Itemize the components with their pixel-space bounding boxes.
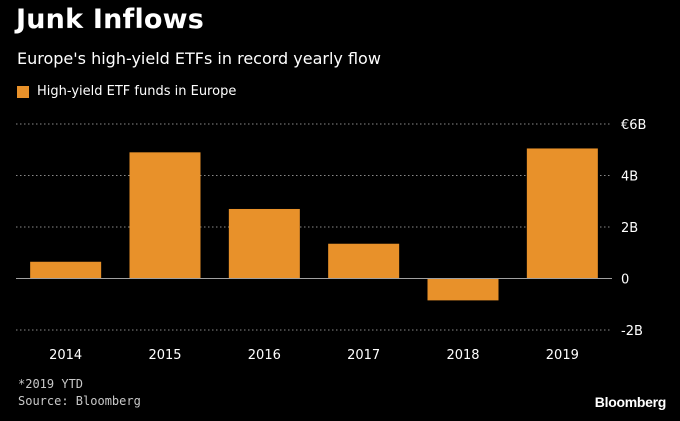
y-axis-ticks: -2B 0 2B 4B €6B [621, 118, 646, 339]
y-tick-label: 4B [621, 170, 638, 185]
bar-2019 [526, 148, 598, 279]
y-tick-label: -2B [621, 324, 643, 339]
bar-2017 [328, 243, 400, 279]
y-tick-label: €6B [621, 118, 646, 133]
bar-2016 [228, 208, 300, 279]
gridlines [16, 123, 612, 331]
bar-2018 [427, 278, 499, 301]
y-tick-label: 2B [621, 221, 638, 236]
legend: High-yield ETF funds in Europe [17, 84, 236, 99]
source-note: Source: Bloomberg [18, 394, 141, 408]
x-tick-label: 2016 [248, 348, 281, 363]
chart-title: Junk Inflows [16, 4, 205, 35]
y-tick-label: 0 [621, 273, 629, 288]
x-axis-ticks: 2014 2015 2016 2017 2018 2019 [49, 348, 579, 363]
footnote: *2019 YTD [18, 377, 84, 391]
x-tick-label: 2017 [347, 348, 380, 363]
chart-subtitle: Europe's high-yield ETFs in record yearl… [17, 49, 381, 68]
bar-2014 [30, 261, 102, 279]
x-tick-label: 2019 [546, 348, 579, 363]
bars [30, 148, 598, 301]
legend-swatch [17, 85, 29, 98]
bloomberg-logo: Bloomberg [594, 394, 667, 410]
x-tick-label: 2018 [446, 348, 479, 363]
bar-2015 [129, 152, 201, 279]
x-tick-label: 2015 [148, 348, 181, 363]
legend-label: High-yield ETF funds in Europe [37, 84, 237, 99]
x-tick-label: 2014 [49, 348, 82, 363]
